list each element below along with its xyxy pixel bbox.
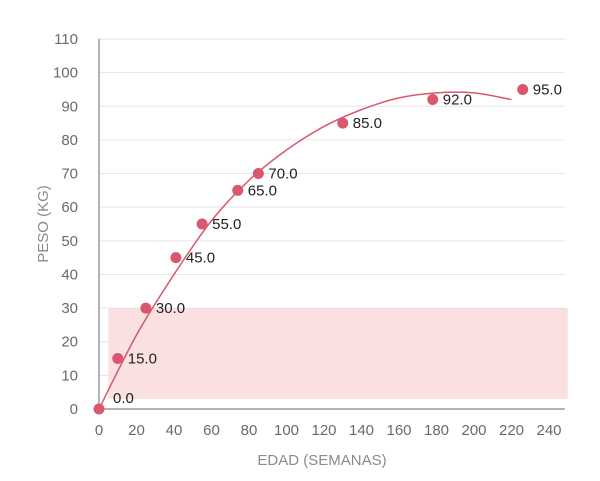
data-point (196, 218, 208, 230)
x-tick-label: 0 (95, 422, 103, 439)
data-label: 30.0 (156, 300, 185, 317)
x-tick-label: 160 (386, 422, 411, 439)
y-tick-label: 60 (61, 199, 78, 216)
y-axis-title: PESO (KG) (35, 185, 52, 263)
data-label: 0.0 (113, 390, 134, 407)
y-tick-label: 90 (61, 98, 78, 115)
y-tick-label: 80 (61, 132, 78, 149)
data-point (252, 168, 264, 180)
y-tick-label: 110 (54, 31, 78, 48)
y-tick-label: 20 (61, 334, 78, 351)
x-tick-label: 240 (536, 422, 561, 439)
data-point (112, 353, 124, 365)
x-axis-title: EDAD (SEMANAS) (257, 452, 386, 469)
x-tick-label: 40 (166, 422, 183, 439)
x-tick-label: 100 (274, 422, 299, 439)
x-tick-labels: 0 20 40 60 80 100 120 140 160 180 200 220 240 (95, 422, 562, 439)
y-tick-label: 0 (70, 401, 78, 418)
data-label: 45.0 (186, 250, 215, 267)
y-tick-label: 10 (61, 367, 78, 384)
data-point (517, 83, 529, 95)
x-tick-label: 200 (461, 422, 486, 439)
x-tick-label: 80 (241, 422, 258, 439)
x-tick-label: 140 (349, 422, 374, 439)
data-label: 92.0 (443, 92, 472, 109)
data-point (170, 252, 182, 264)
y-tick-labels: 0 10 20 30 40 50 60 70 80 90 100 110 (53, 31, 78, 418)
data-point (427, 94, 439, 106)
x-tick-label: 120 (311, 422, 336, 439)
shaded-band (108, 308, 568, 399)
data-label: 65.0 (248, 182, 277, 199)
data-point (140, 302, 152, 314)
data-labels: 0.0 15.0 30.0 45.0 55.0 65.070.0 85.0 92.0 95.0 (113, 81, 562, 407)
x-tick-label: 20 (128, 422, 145, 439)
y-tick-label: 40 (61, 266, 78, 283)
y-tick-label: 100 (53, 65, 78, 82)
x-tick-label: 60 (203, 422, 220, 439)
y-tick-label: 50 (61, 233, 78, 250)
data-label: 15.0 (128, 351, 157, 368)
data-points (93, 83, 529, 415)
y-tick-label: 70 (61, 166, 78, 183)
data-point (232, 184, 244, 196)
x-tick-label: 220 (499, 422, 524, 439)
data-point (93, 403, 105, 415)
data-label: 95.0 (533, 81, 562, 98)
y-tick-label: 30 (61, 300, 78, 317)
data-point (337, 117, 349, 129)
axes (98, 39, 565, 410)
trendline (98, 91, 512, 410)
data-label: 70.0 (268, 166, 297, 183)
x-tick-label: 180 (424, 422, 449, 439)
data-label: 55.0 (212, 216, 241, 233)
data-label: 85.0 (353, 115, 382, 132)
